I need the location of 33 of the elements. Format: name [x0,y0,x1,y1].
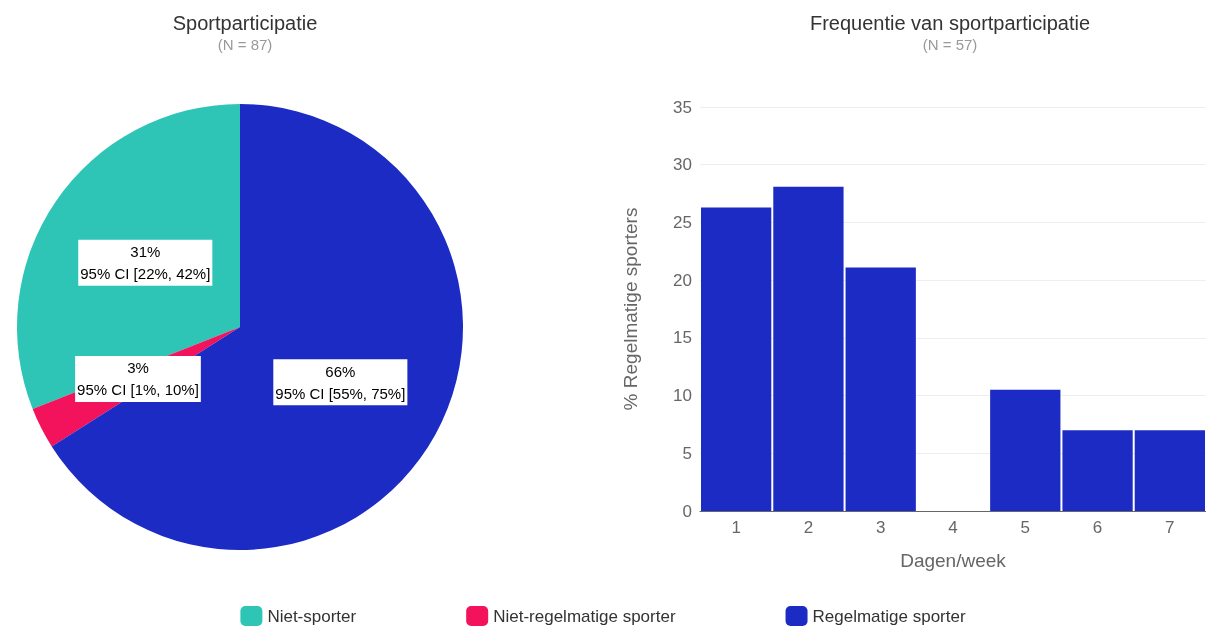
chart-subtitle: (N = 57) [922,36,978,53]
x-tick-label: 1 [731,518,741,537]
data-label: 66% 95% CI [55%, 75%] [275,362,406,402]
data-label: 31% 95% CI [22%, 42%] [80,243,211,283]
bar [701,207,772,511]
x-tick-label: 5 [1020,518,1031,537]
x-tick-label: 6 [1092,518,1103,537]
x-tick-label: 3 [875,518,886,537]
legend-label: Niet-regelmatige sporter [493,606,676,626]
x-axis-title: Dagen/week [900,550,1007,571]
data-label: 3% 95% CI [1%, 10%] [77,359,199,399]
bar [845,267,916,511]
y-axis-title: % Regelmatige sporters [620,207,641,411]
y-tick-label: 20 [673,270,692,290]
x-tick-label: 2 [803,518,814,537]
y-tick-label: 25 [673,212,692,232]
y-tick-label: 30 [673,155,692,175]
chart-subtitle: (N = 87) [217,36,273,53]
y-tick-label: 5 [682,443,692,463]
bar [990,389,1061,511]
bar [1134,430,1205,511]
y-tick-label: 35 [673,97,692,117]
bar [773,186,844,511]
bar [1062,430,1133,511]
x-tick-label: 7 [1165,518,1175,537]
chart-title: Sportparticipatie [172,12,318,34]
legend-label: Niet-sporter [267,606,357,626]
y-tick-label: 0 [682,501,692,521]
y-tick-label: 10 [673,386,692,406]
chart-title: Frequentie van sportparticipatie [809,12,1091,34]
x-tick-label: 4 [948,518,958,537]
y-tick-label: 15 [673,328,692,348]
legend-label: Regelmatige sporter [812,606,966,626]
